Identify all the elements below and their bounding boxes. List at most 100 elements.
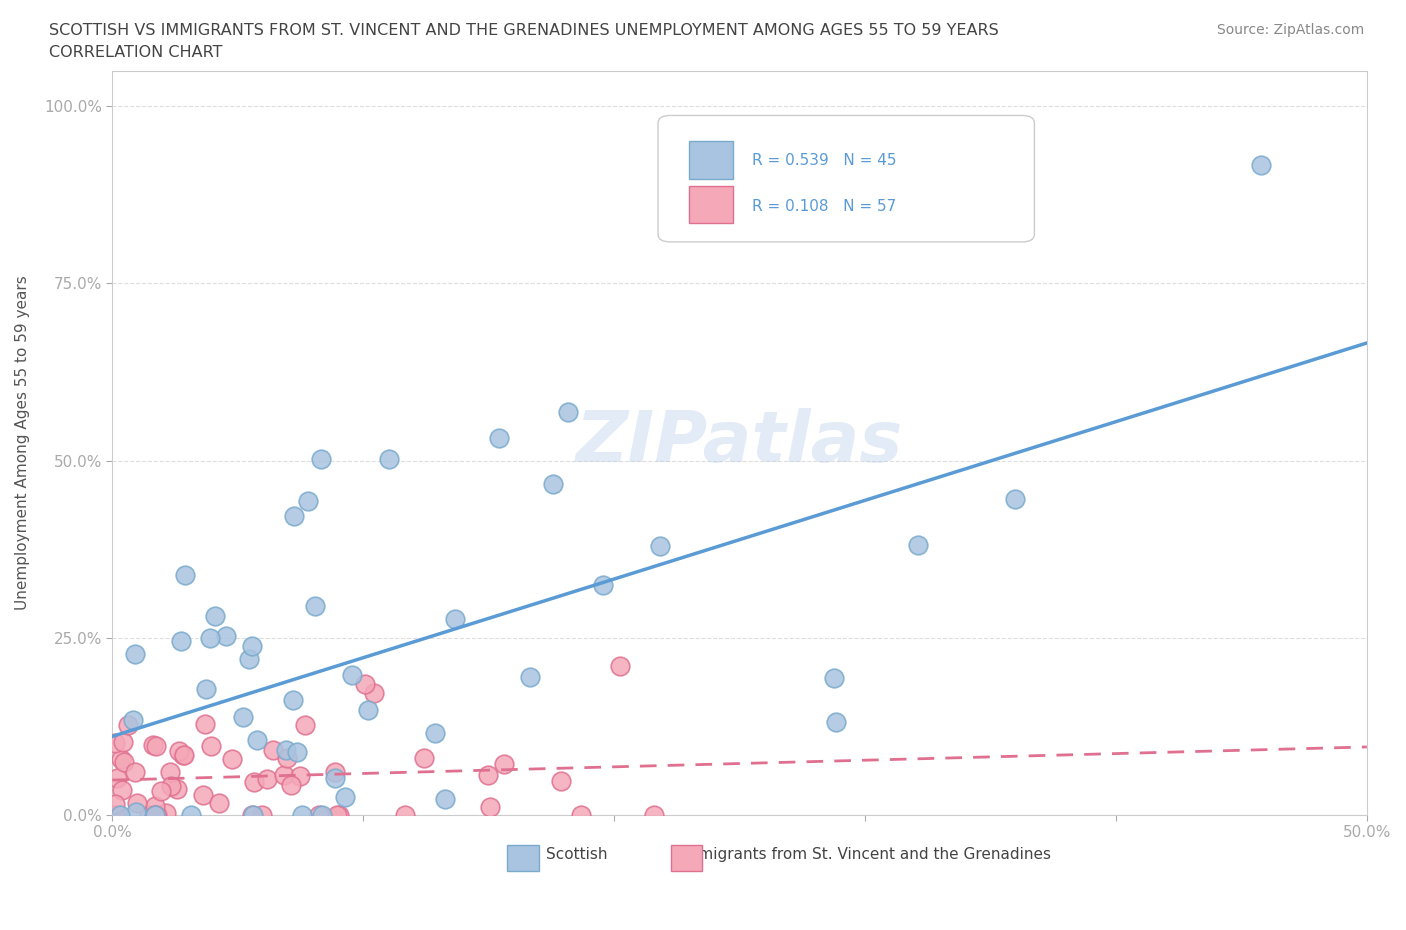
Point: [326, 807, 349, 822]
Point: [125, 804, 148, 819]
Point: [159, 764, 181, 779]
Point: [170, 634, 193, 649]
Point: [146, 807, 169, 822]
Point: [283, 509, 305, 524]
Point: [434, 792, 457, 807]
Point: [240, 807, 263, 822]
Y-axis label: Unemployment Among Ages 55 to 59 years: Unemployment Among Ages 55 to 59 years: [15, 275, 30, 610]
Point: [550, 773, 572, 788]
Point: [333, 790, 356, 804]
Point: [297, 493, 319, 508]
Point: [104, 796, 127, 811]
Point: [166, 781, 188, 796]
Point: [273, 767, 295, 782]
Point: [110, 751, 132, 766]
Bar: [508, 844, 538, 870]
Point: [111, 734, 134, 749]
Point: [117, 717, 139, 732]
Point: [238, 652, 260, 667]
Point: [323, 764, 346, 779]
Point: [127, 796, 149, 811]
Point: [907, 538, 929, 552]
Point: [104, 807, 127, 822]
Point: [143, 807, 166, 822]
Point: [232, 710, 254, 724]
Point: [477, 767, 499, 782]
Point: [262, 742, 284, 757]
Point: [195, 682, 218, 697]
Point: [173, 567, 195, 582]
Point: [825, 714, 848, 729]
Text: ZIPatlas: ZIPatlas: [576, 408, 903, 477]
Point: [124, 647, 146, 662]
Point: [294, 717, 316, 732]
Point: [650, 538, 672, 553]
Point: [304, 599, 326, 614]
Point: [823, 671, 845, 685]
Point: [198, 631, 221, 645]
Point: [193, 716, 215, 731]
Point: [413, 751, 436, 765]
Text: SCOTTISH VS IMMIGRANTS FROM ST. VINCENT AND THE GRENADINES UNEMPLOYMENT AMONG AG: SCOTTISH VS IMMIGRANTS FROM ST. VINCENT …: [49, 23, 998, 38]
Point: [256, 772, 278, 787]
Point: [221, 751, 243, 766]
Point: [478, 800, 501, 815]
Point: [488, 431, 510, 445]
Point: [494, 756, 516, 771]
Point: [173, 748, 195, 763]
Point: [143, 807, 166, 822]
Point: [309, 452, 332, 467]
Point: [143, 798, 166, 813]
Point: [325, 770, 347, 785]
Point: [121, 712, 143, 727]
Point: [215, 629, 238, 644]
Point: [541, 477, 564, 492]
Point: [288, 768, 311, 783]
Point: [311, 807, 333, 822]
Point: [1004, 491, 1026, 506]
Point: [172, 748, 194, 763]
Point: [308, 807, 330, 822]
Point: [145, 738, 167, 753]
Point: [291, 807, 314, 822]
Point: [276, 751, 298, 765]
Point: [246, 733, 269, 748]
Point: [155, 806, 177, 821]
Point: [363, 685, 385, 700]
Point: [208, 795, 231, 810]
Bar: [689, 186, 734, 223]
Point: [124, 765, 146, 780]
Point: [340, 668, 363, 683]
Point: [160, 778, 183, 793]
Point: [1250, 158, 1272, 173]
FancyBboxPatch shape: [658, 115, 1035, 242]
Point: [443, 612, 465, 627]
Text: Source: ZipAtlas.com: Source: ZipAtlas.com: [1216, 23, 1364, 37]
Text: R = 0.539   N = 45: R = 0.539 N = 45: [752, 153, 897, 167]
Point: [643, 807, 665, 822]
Point: [592, 578, 614, 592]
Point: [240, 639, 263, 654]
Point: [150, 784, 173, 799]
Point: [569, 807, 592, 822]
Point: [609, 659, 631, 674]
Point: [105, 771, 128, 786]
Point: [250, 807, 273, 822]
Point: [242, 807, 264, 822]
Point: [138, 807, 160, 822]
Text: R = 0.108   N = 57: R = 0.108 N = 57: [752, 199, 897, 214]
Point: [394, 807, 416, 822]
Point: [280, 778, 302, 793]
Point: [167, 743, 190, 758]
Point: [143, 807, 166, 822]
Point: [112, 755, 135, 770]
Point: [200, 738, 222, 753]
Point: [353, 677, 375, 692]
Point: [242, 774, 264, 789]
Point: [107, 807, 129, 822]
Point: [519, 670, 541, 684]
Point: [377, 452, 399, 467]
Point: [142, 738, 165, 753]
Point: [283, 692, 305, 707]
Point: [180, 807, 202, 822]
